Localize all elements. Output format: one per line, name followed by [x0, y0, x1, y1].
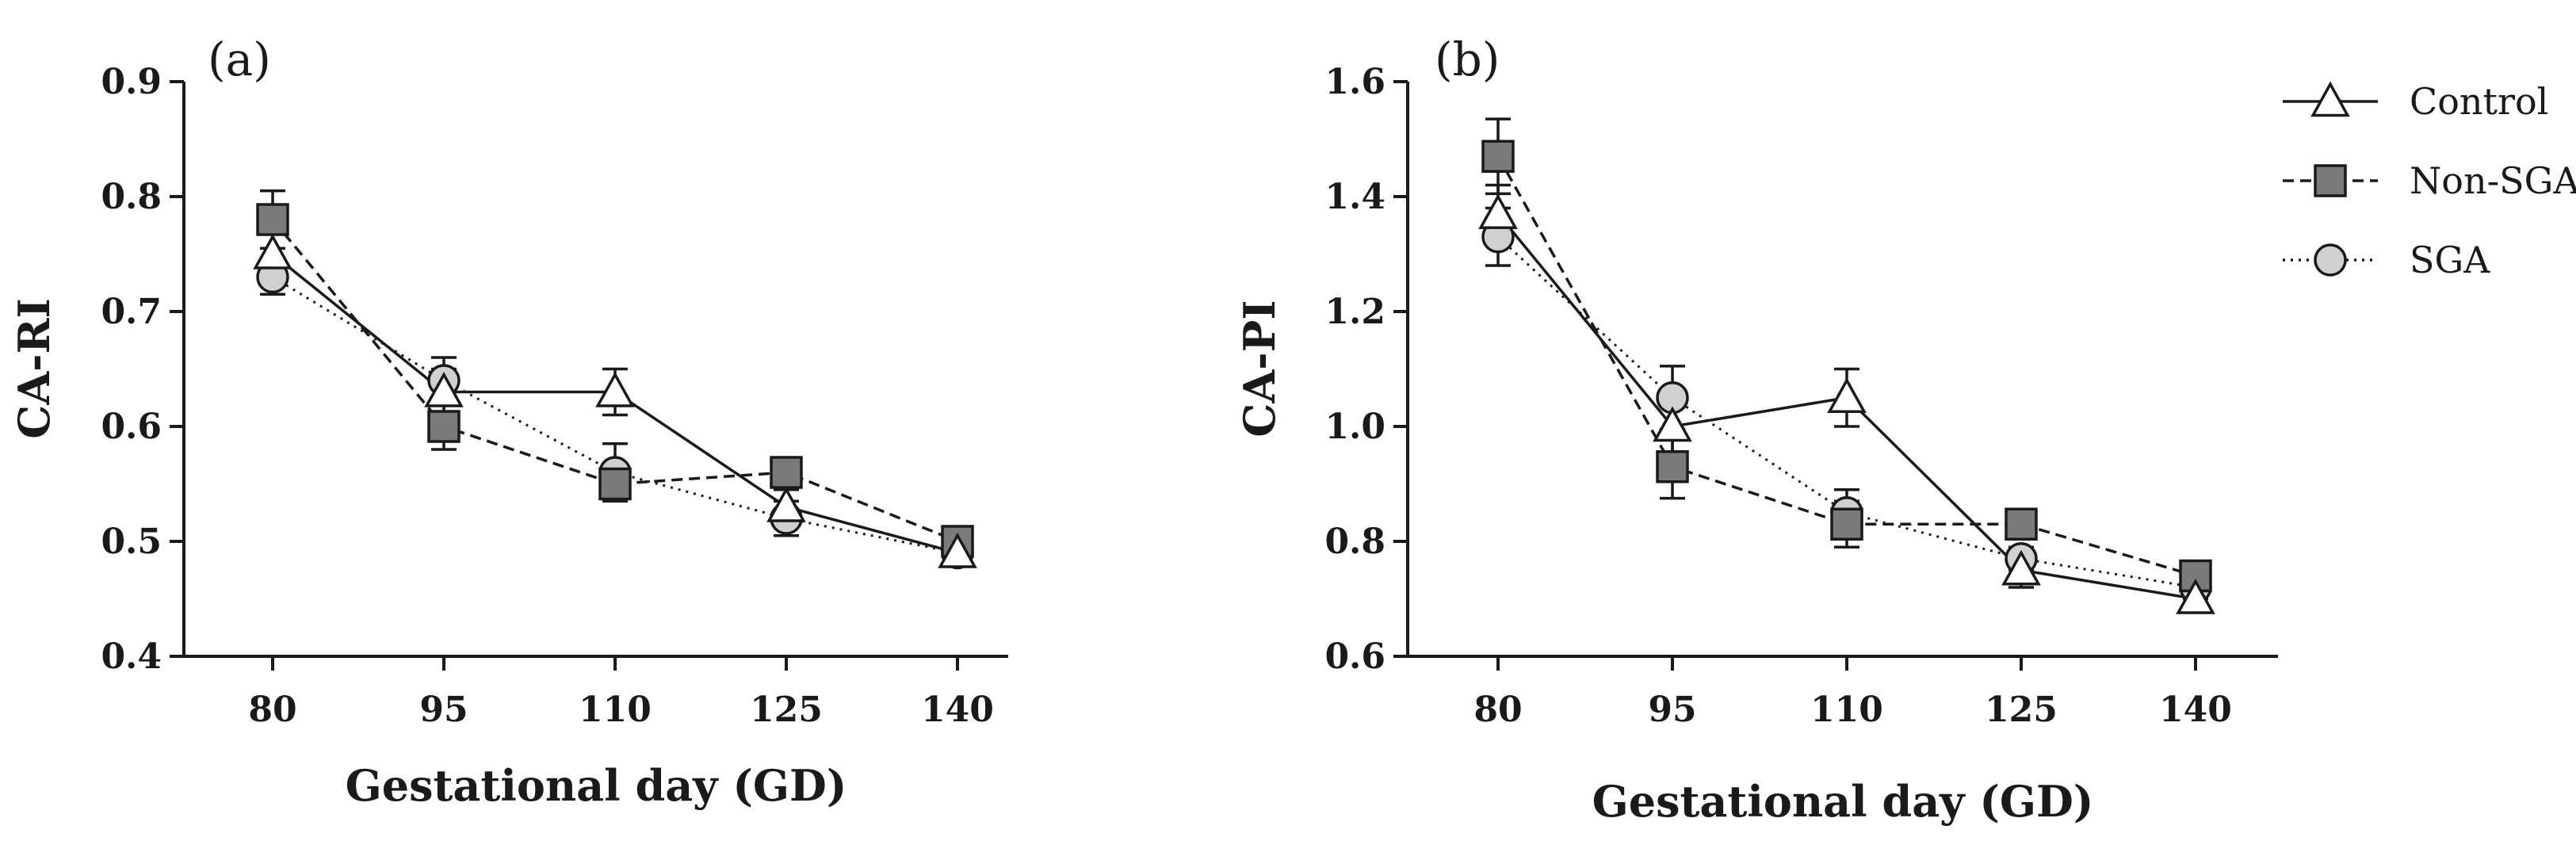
x-tick-label: 95: [419, 690, 468, 730]
panel-b-y-axis-title: CA-PI: [1234, 300, 1285, 437]
data-point-control: [424, 372, 464, 407]
panel-a-x-ticks: 80 95 110 125 140: [248, 656, 994, 730]
y-tick-label: 0.6: [1324, 636, 1385, 677]
series-line-non-sga: [1496, 155, 2196, 578]
legend-label: SGA: [2410, 239, 2490, 281]
data-point-non-sga: [1481, 140, 1515, 173]
y-tick-label: 1.6: [1324, 62, 1385, 102]
y-tick-label: 1.2: [1324, 292, 1385, 332]
legend-entry-non-sga: Non-SGA: [2283, 159, 2576, 202]
panel-a-y-ticks: 0.4 0.5 0.6 0.7 0.8 0.9: [101, 62, 184, 677]
series-line-non-sga: [271, 218, 958, 543]
x-tick-label: 125: [1985, 690, 2058, 730]
panel-a-label: (a): [208, 32, 271, 86]
data-point-control: [1478, 193, 1518, 229]
legend-marker-control: [2310, 81, 2350, 117]
data-point-control: [766, 487, 806, 522]
y-tick-label: 1.0: [1324, 407, 1385, 447]
legend: Control Non-SGA SGA: [2283, 80, 2576, 281]
y-tick-label: 0.5: [101, 522, 162, 562]
data-point-control: [938, 533, 977, 568]
legend-label: Non-SGA: [2410, 159, 2576, 202]
panel-a-ca-ri: 0.4 0.5 0.6 0.7 0.8 0.9 80 95 110 125 140 (a) CA-…: [9, 32, 1008, 811]
panel-b-ca-pi: 0.6 0.8 1.0 1.2 1.4 1.6 80 95 110 125 140 (b) CA-…: [1234, 32, 2278, 827]
x-tick-label: 80: [248, 690, 296, 730]
x-tick-label: 95: [1648, 690, 1696, 730]
y-tick-label: 0.7: [101, 292, 162, 332]
panel-b-series: [1478, 117, 2215, 614]
panel-a-y-axis-title: CA-RI: [9, 298, 59, 438]
data-point-control: [2176, 579, 2215, 614]
data-point-control: [595, 372, 635, 407]
y-tick-label: 0.8: [1324, 522, 1385, 562]
data-point-control: [253, 234, 292, 270]
x-tick-label: 80: [1473, 690, 1522, 730]
y-tick-label: 0.9: [101, 62, 162, 102]
panel-b-x-ticks: 80 95 110 125 140: [1473, 656, 2232, 730]
data-point-non-sga: [770, 456, 803, 489]
y-tick-label: 0.8: [101, 177, 162, 217]
legend-entry-sga: SGA: [2283, 239, 2490, 281]
x-tick-label: 140: [921, 690, 994, 730]
y-tick-label: 1.4: [1324, 177, 1385, 217]
data-point-non-sga: [2005, 507, 2038, 541]
data-point-control: [2001, 549, 2041, 586]
legend-marker-non-sga: [2314, 164, 2347, 197]
data-point-control: [1653, 406, 1692, 442]
panel-b-label: (b): [1435, 32, 1500, 86]
panel-a-x-axis-title: Gestational day (GD): [346, 760, 847, 811]
data-point-non-sga: [1656, 450, 1689, 484]
legend-marker-sga: [2314, 243, 2347, 277]
y-tick-label: 0.6: [101, 407, 162, 447]
panel-b-y-ticks: 0.6 0.8 1.0 1.2 1.4 1.6: [1324, 62, 1408, 677]
data-point-control: [1827, 377, 1867, 413]
panel-b-x-axis-title: Gestational day (GD): [1592, 776, 2094, 827]
x-tick-label: 110: [579, 690, 652, 730]
x-tick-label: 125: [750, 690, 823, 730]
y-tick-label: 0.4: [101, 636, 162, 677]
data-point-non-sga: [427, 410, 461, 443]
x-tick-label: 140: [2159, 690, 2232, 730]
x-tick-label: 110: [1810, 690, 1883, 730]
data-point-non-sga: [256, 203, 289, 236]
legend-entry-control: Control: [2283, 80, 2548, 123]
data-point-non-sga: [1830, 507, 1863, 541]
data-point-non-sga: [598, 467, 632, 501]
legend-label: Control: [2410, 80, 2548, 123]
panel-a-series: [253, 189, 977, 570]
